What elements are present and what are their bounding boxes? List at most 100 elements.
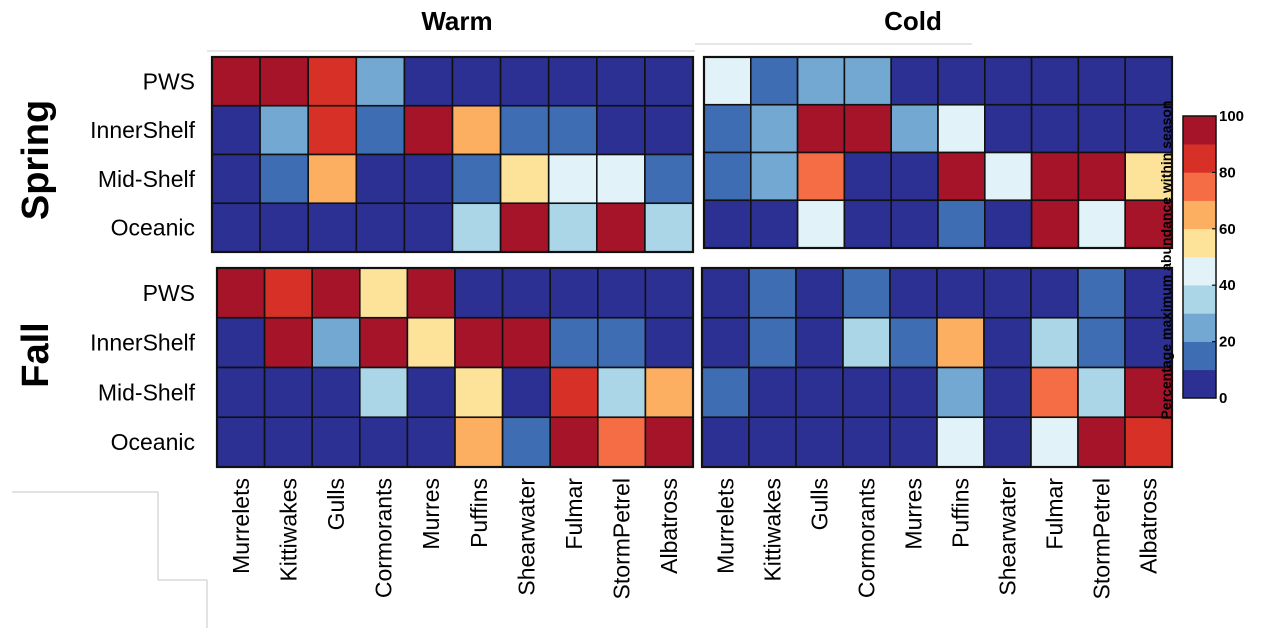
heatmap-cell bbox=[547, 153, 598, 205]
heatmap-cell bbox=[311, 366, 361, 419]
heatmap-cell bbox=[843, 103, 893, 154]
row-label: Oceanic bbox=[111, 429, 195, 455]
heatmap-cell bbox=[499, 56, 550, 107]
heatmap-cell bbox=[1124, 103, 1173, 154]
heatmap-cell bbox=[889, 366, 938, 419]
heatmap-cell bbox=[1030, 267, 1079, 319]
heatmap-cell bbox=[454, 267, 504, 319]
colorbar-tick-label: 80 bbox=[1219, 164, 1236, 181]
heatmap-cell bbox=[937, 199, 986, 249]
heatmap-cell bbox=[749, 103, 799, 154]
row-label: PWS bbox=[143, 68, 195, 94]
column-label: Albatross bbox=[1136, 478, 1162, 574]
heatmap-cell bbox=[549, 416, 599, 468]
heatmap-cell bbox=[748, 316, 797, 369]
column-label: Gulls bbox=[323, 478, 349, 530]
heatmap-cell bbox=[307, 56, 358, 107]
heatmap-cell bbox=[983, 366, 1032, 419]
heatmap-cell bbox=[595, 202, 646, 253]
panel-border bbox=[210, 55, 695, 254]
column-label: Murres bbox=[418, 478, 444, 550]
heatmap-cell bbox=[983, 267, 1032, 319]
colorbar-tick-label: 0 bbox=[1219, 390, 1227, 407]
heatmap-cell bbox=[549, 316, 599, 369]
heatmap-cell bbox=[454, 366, 504, 419]
heatmap-cell bbox=[451, 202, 502, 253]
heatmap-cell bbox=[703, 56, 752, 106]
row-title-fall: Fall bbox=[15, 322, 57, 387]
column-label: Shearwater bbox=[995, 478, 1021, 596]
heatmap-cell bbox=[211, 202, 261, 253]
heatmap-cell bbox=[547, 56, 598, 107]
heatmap-cell bbox=[703, 151, 752, 202]
heatmap-cell bbox=[842, 366, 891, 419]
column-label: Murres bbox=[901, 478, 927, 550]
heatmap-cell bbox=[795, 267, 844, 319]
heatmap-cell bbox=[843, 151, 893, 202]
heatmap-cell bbox=[403, 202, 454, 253]
column-label: Fulmar bbox=[1042, 478, 1068, 550]
heatmap-cell bbox=[216, 267, 266, 319]
colorbar-tick-label: 20 bbox=[1219, 334, 1236, 351]
column-label: Murrelets bbox=[228, 478, 254, 574]
heatmap-cell bbox=[358, 416, 409, 468]
panel-spring-cold bbox=[702, 55, 1174, 250]
colorbar-bin bbox=[1183, 313, 1216, 342]
colorbar-bin bbox=[1183, 257, 1216, 286]
colorbar-bin bbox=[1183, 341, 1216, 371]
heatmap-cell bbox=[1124, 56, 1173, 106]
heatmap-cell bbox=[451, 153, 502, 205]
heatmap-cell bbox=[403, 104, 454, 156]
heatmap-cell bbox=[307, 153, 358, 205]
panel-border bbox=[215, 266, 695, 469]
heatmap-cell bbox=[406, 366, 456, 419]
heatmap-cell bbox=[499, 104, 550, 156]
heatmap-cell bbox=[211, 56, 261, 107]
column-label: Kittiwakes bbox=[275, 478, 301, 582]
heatmap-cell bbox=[889, 316, 938, 369]
row-label: Mid-Shelf bbox=[98, 379, 196, 405]
heatmap-cell bbox=[644, 202, 694, 253]
colorbar-bin bbox=[1183, 228, 1216, 258]
row-label: InnerShelf bbox=[90, 117, 195, 143]
heatmap-cell bbox=[1124, 416, 1173, 468]
heatmap-cell bbox=[499, 202, 550, 253]
heatmap-cell bbox=[936, 267, 985, 319]
heatmap-cell bbox=[936, 366, 985, 419]
row-label: PWS bbox=[143, 280, 195, 306]
heatmap-cell bbox=[259, 153, 310, 205]
row-title-spring: Spring bbox=[15, 100, 57, 220]
colorbar-bin bbox=[1183, 200, 1216, 230]
heatmap-cell bbox=[547, 104, 598, 156]
colorbar-border bbox=[1182, 115, 1217, 399]
heatmap-cell bbox=[1030, 199, 1080, 249]
heatmap-cell bbox=[549, 366, 599, 419]
heatmap-cell bbox=[1077, 56, 1127, 106]
heatmap-cell bbox=[644, 416, 694, 468]
column-labels: Murrelets Kittiwakes Gulls Cormorants Murres… bbox=[228, 478, 1162, 600]
heatmap-cell bbox=[701, 416, 750, 468]
heatmap-cell bbox=[596, 267, 647, 319]
heatmap-cell bbox=[1124, 316, 1173, 369]
decorative-lines bbox=[12, 43, 972, 628]
heatmap-cell bbox=[1077, 267, 1126, 319]
heatmap-cell bbox=[1030, 416, 1079, 468]
heatmap-cell bbox=[406, 316, 456, 369]
column-label: Cormorants bbox=[854, 478, 880, 598]
heatmap-cell bbox=[644, 267, 694, 319]
heatmap-cell bbox=[936, 416, 985, 468]
colorbar-tick-label: 100 bbox=[1219, 108, 1244, 125]
heatmap-cell bbox=[1030, 56, 1080, 106]
heatmap-cell bbox=[501, 366, 552, 419]
heatmap-cell bbox=[263, 316, 314, 369]
heatmap-cell bbox=[890, 199, 939, 249]
heatmap-cell bbox=[748, 366, 797, 419]
column-label: StormPetrel bbox=[609, 478, 635, 599]
heatmap-cell bbox=[983, 151, 1033, 202]
column-label: Gulls bbox=[807, 478, 833, 530]
heatmap-cell bbox=[501, 316, 552, 369]
heatmap-cell bbox=[403, 153, 454, 205]
heatmap-cell bbox=[795, 366, 844, 419]
heatmap-cell bbox=[259, 56, 310, 107]
heatmap-cell bbox=[311, 267, 361, 319]
